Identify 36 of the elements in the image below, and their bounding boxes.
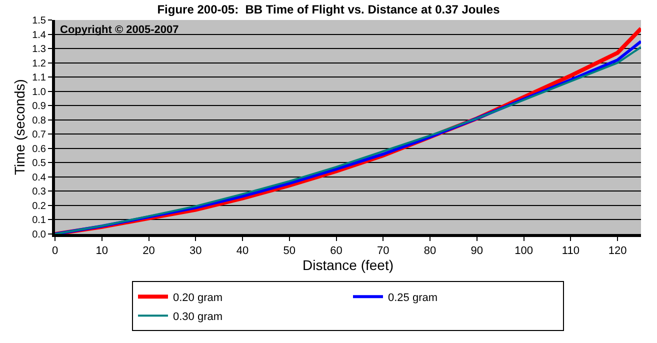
y-tick-label: 0.6 [32, 144, 46, 155]
y-tick-label: 0.7 [32, 130, 46, 141]
x-tick-label: 10 [96, 245, 108, 258]
y-tick-label: 0.9 [32, 101, 46, 112]
legend-label: 0.20 gram [173, 292, 223, 304]
legend-label: 0.25 gram [388, 292, 438, 304]
x-tick-label: 70 [377, 245, 390, 258]
legend-label: 0.30 gram [173, 310, 223, 323]
x-tick-label: 30 [190, 245, 202, 258]
y-axis-title: Time (seconds) [12, 79, 28, 175]
x-tick-label: 90 [470, 245, 484, 258]
y-tick-label: 0.8 [32, 115, 46, 126]
x-tick-label: 0 [52, 245, 58, 258]
x-axis-title: Distance (feet) [302, 257, 394, 274]
y-tick-label: 1.5 [32, 16, 46, 26]
y-tick-label: 1.2 [32, 58, 46, 70]
x-tick-label: 40 [236, 245, 249, 258]
chart-title: Figure 200-05: BB Time of Flight vs. Distance at 0.37 Joules [157, 2, 500, 17]
y-tick-label: 1.3 [32, 44, 46, 56]
x-tick-label: 60 [330, 245, 342, 258]
y-tick-label: 1.0 [32, 86, 46, 98]
x-tick-label: 100 [514, 245, 533, 258]
annotation: Copyright © 2005-2007 [60, 24, 179, 36]
y-tick-label: 0.2 [32, 200, 46, 212]
y-tick-label: 1.1 [32, 72, 46, 84]
y-tick-label: 0.1 [32, 215, 46, 226]
y-tick-label: 0.3 [32, 186, 46, 198]
y-tick-label: 0.5 [32, 158, 46, 170]
x-tick-label: 20 [142, 245, 155, 258]
y-tick-label: 0.0 [32, 230, 46, 240]
x-tick-label: 50 [283, 245, 296, 258]
x-tick-label: 80 [424, 245, 436, 258]
x-tick-label: 110 [562, 245, 580, 258]
y-tick-label: 1.4 [32, 30, 46, 41]
x-tick-label: 120 [608, 245, 627, 258]
y-tick-label: 0.4 [32, 172, 46, 184]
